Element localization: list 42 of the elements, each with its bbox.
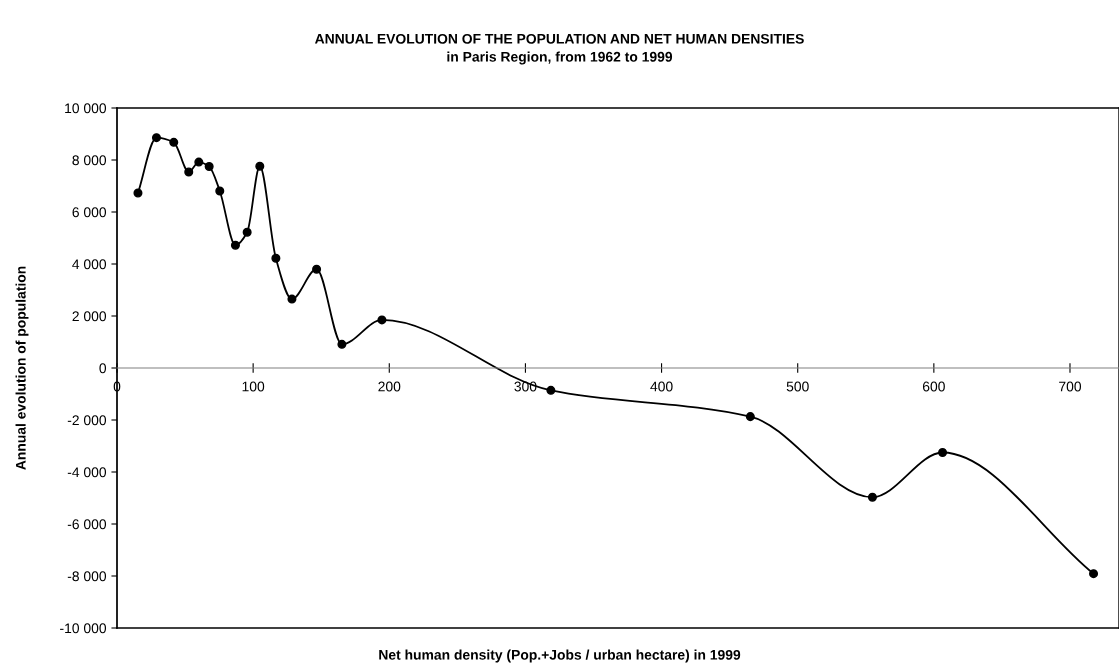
x-tick-label: 100 [242, 381, 265, 392]
y-tick-label: -8 000 [67, 571, 107, 582]
point [184, 167, 194, 177]
y-tick-label: 4 000 [72, 259, 107, 270]
point [169, 137, 179, 147]
point [377, 315, 387, 325]
x-tick-label: 300 [514, 381, 537, 392]
x-tick-label: 400 [650, 381, 673, 392]
point [133, 188, 143, 198]
y-tick-label: 0 [99, 363, 107, 374]
y-tick-label: 8 000 [72, 155, 107, 166]
chart-subtitle: in Paris Region, from 1962 to 1999 [447, 51, 673, 65]
x-tick-label: 500 [786, 381, 809, 392]
x-axis-title: Net human density (Pop.+Jobs / urban hectare) in 1999 [379, 649, 741, 663]
x-tick-label: 200 [378, 381, 401, 392]
point [242, 227, 252, 237]
x-tick-label: 600 [922, 381, 945, 392]
y-axis-title: Annual evolution of population [15, 266, 29, 470]
point [287, 294, 297, 304]
point [546, 385, 556, 395]
point [312, 264, 322, 274]
y-tick-label: 6 000 [72, 207, 107, 218]
point [215, 186, 225, 196]
point [1089, 569, 1099, 579]
point [255, 161, 265, 171]
y-tick-label: -6 000 [67, 519, 107, 530]
y-tick-label: 10 000 [65, 103, 107, 114]
point [938, 447, 948, 458]
chart-title: ANNUAL EVOLUTION OF THE POPULATION AND NET HUMAN DENSITIES [314, 33, 804, 44]
point [230, 240, 240, 250]
y-tick-label: -2 000 [67, 415, 107, 426]
point [337, 339, 347, 349]
point [745, 412, 755, 422]
y-tick-label: -10 000 [60, 623, 107, 634]
point [204, 161, 214, 172]
x-tick-label: 700 [1059, 381, 1082, 392]
y-tick-label: 2 000 [72, 311, 107, 322]
point [194, 157, 204, 167]
point [271, 253, 281, 263]
point [867, 492, 877, 502]
y-tick-label: -4 000 [67, 467, 107, 478]
point [151, 133, 161, 143]
